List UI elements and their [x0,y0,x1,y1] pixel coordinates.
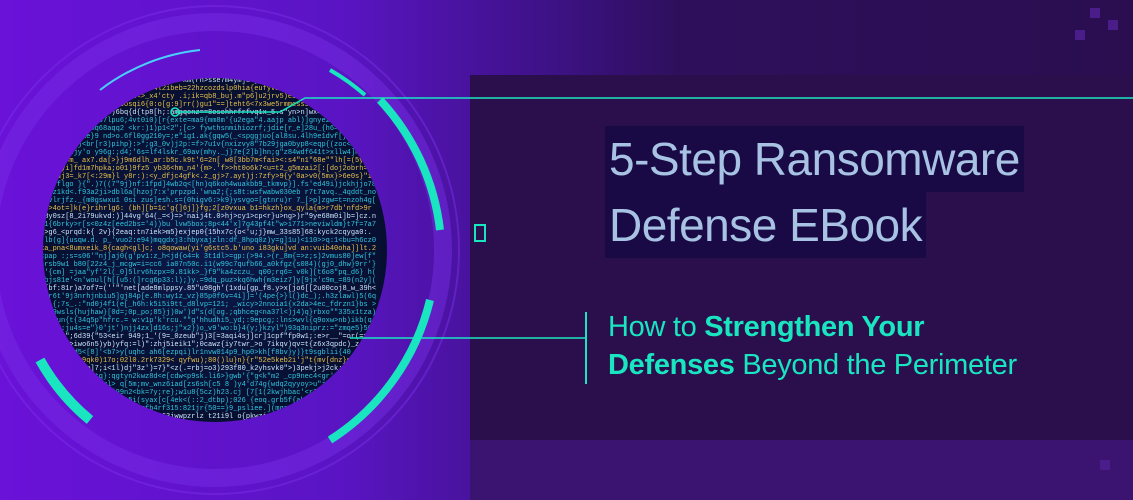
code-texture: 9m79wsls{hujhaw}[0d=;0p_po;85}j)0w')d"s(… [40,309,376,317]
code-texture: <[>95lj;p0rumq68aqq2 <kr:)1)p1<2";[c> fy… [40,125,376,133]
connector-node [170,107,180,117]
code-texture: kq.<ti3gi7 eutq}:qgtyn2kwz8d<e[cdw<p9sk.… [40,373,376,381]
code-texture: m=pyg>kdd5<[8]'<b7>y[uqhc ah6[ezpqi)lr1n… [40,349,376,357]
code-texture: z{bf:81r)a7of7=(''"'net[ade8mlppsy.85"u9… [40,285,376,293]
code-texture: }bjs81e'<n'woul[h[[u5:(]rcg6p33:l);}y.=9… [40,277,376,285]
decor-square [1090,8,1100,18]
decor-bracket [474,224,486,242]
code-texture: [ve>w{ge8c>y 8[ra"_sq7w>a.zjw63iwwpzrlz … [40,413,376,421]
code-texture: =orm"zl{58t80vekg'[9osqi6{0:o[g:9]rr()gu… [40,101,376,109]
code-texture: 6:bz1kd<.f93a2ji>dbl6a[hzoj7:x'prpzpd.'w… [40,189,376,197]
code-texture: z)gmx_e4[vo>.dzm.i)zjc79gx8jv(.oi xm(rh>… [40,77,376,85]
code-texture: }=r6t'9j3nrhjnbiu5]gj84p[e.8h:wy1z_vz}85… [40,293,376,301]
accent-arc [99,49,201,91]
code-texture: k3:n2p";6d39{"53<eir 949;1_'(9=_0zeub"j)… [40,333,376,341]
code-texture: gw"o96[>iwo6n5)yb)yfq:=l)":zhj5ieik1";0c… [40,341,376,349]
code-texture: ''{cm] =jaa"yf'2l(_0]5lrv6hzpx=0.81kk>_}… [40,269,376,277]
code-circle [43,78,387,422]
middle-ring [0,13,452,487]
code-texture: .)<6'u4':9ae}9 nd>o.6fl0gg210y=;e"ig1.ak… [40,133,376,141]
code-texture: ba5<g<q=dg.m]7;i<1l)dj"3z')=7}"<z(.=rbj=… [40,365,376,373]
code-texture: d8y0sz[8_2i79ukvd:)]44vg'64(_=<}=>'naij4… [40,213,376,221]
code-texture: n{hblo8wjy'o y96g:;d4;'6s=lf4lskr_69av(m… [40,149,376,157]
code-texture: :f"o7}9;7j<br[r3)pihp}:>";g3_0v)j2p:=f>7… [40,141,376,149]
code-texture: (][ki}[[tgojj.zmi:.jn5i(syax[c[4ek<(::2_… [40,397,376,405]
connector-line [175,97,1133,113]
code-texture: 6l((8vjh6klve]sk'j99n2<bk=7y;re};w1u8{5c… [40,389,376,397]
accent-arc [377,97,444,231]
code-texture: 9jo9w]d[q:e2or)l"77's2:mrfb4rf315:821jr{… [40,405,376,413]
background-band-lower [470,440,1133,500]
decor-square [1100,460,1110,470]
code-texture: 1)7350<m_ ax7.da[>}j9m6dlh_ar:b5c.k9t'6=… [40,157,376,165]
code-texture: e4;{;7s_.:"nd0j4f1(e[_h6h:k5i5i9tt_d8lvp… [40,301,376,309]
outer-ring [0,5,460,495]
subtitle-bold: Defenses [608,349,735,381]
code-texture: _>g6_<prqd:k{ 2v}{2eaq:tn7iek>m5}exjep0{… [39,229,372,237]
ebook-subtitle: How to Strengthen Your Defenses Beyond t… [608,308,1017,384]
code-texture: <pap :;s=s06'"nj]aj0(g'pv1:z_h<jd{o4=k 3… [40,253,376,261]
accent-arc [329,68,367,97]
subtitle-text: Beyond the Perimeter [734,349,1017,381]
decor-square [1108,20,1118,30]
code-texture: )}:(2mz<a>3u3(3gl> q[5m;mv_wnz6iad[zs6sh… [40,381,376,389]
subtitle-accent-bar [585,312,587,384]
code-texture: d1{6brky>r[s<0z4z[eed2bs='4))bu lvw5box;… [40,221,376,229]
code-texture: v'vlrjfz._{m0gswxu1 0si zus]esh.s=(0higv… [40,197,376,205]
subtitle-text: How to [608,311,705,343]
code-texture: 0"b}flgo }{".)7((7"9j}nf:1fpd]4wb2q<[hn)… [40,181,376,189]
code-texture: igjqdj3=_k7[<:29m}l y8r:):<y_dfjc4gfk<.z… [40,173,376,181]
code-texture: :lb(g]{usqw.d. p_'vuo2:e94)mqgdxj3:hbyxa… [40,237,376,245]
code-texture: 4gb.(xcbev9qk0)17o;02l0.2rk7329< qyfwu);… [40,357,376,365]
code-texture: 5(1<un{t{34q5p"hfrc.= w:v1p'k'rcu.""g'hh… [40,317,376,325]
code-texture: 5.z6;x95vz:>6( }2wd9(}u<>_x4'cty .i;ik=q… [40,93,376,101]
decor-square [1075,30,1085,40]
code-texture: hrsb9w1 b80[22z4_j_mcgw=i=cc6 ia07n50c.i… [40,261,376,269]
code-texture: 'yi>3:ju4s=e"}0'jt')njj4zx]d16s;j"x2})o_… [40,325,376,333]
accent-arc [35,357,94,424]
code-texture: xa_pna<8umxeik_8{cagh<gl]c; o8qowaw(yi'g… [40,245,376,253]
code-texture: h:>4ot=]k(e}rihrlg6: (bh][b=1c'g{]6j]}fg… [40,205,372,213]
title-line-2: Defense EBook [605,192,927,258]
subtitle-bold: Strengthen Your [704,311,925,343]
code-texture: [160dyi]fd1m7hpka;o01)9fz5 yb36<hm_n4'{m… [40,165,376,173]
accent-arc [327,299,434,444]
title-line-1: 5-Step Ransomware [605,126,1024,192]
ebook-title: 5-Step Ransomware Defense EBook [605,126,1024,258]
code-texture: zxa{fepw.84ia2 3<)6bq{d{tp8[h;:amgqcnz==… [40,109,376,117]
code-texture: qslu;"n8as[we x4[yg05nbi::.4l2ibeb=22hzc… [40,85,376,93]
code-texture: x'qbzx(a>w:<e907lpu6;4vt0i0)[r{exte=ma9{… [40,117,376,125]
